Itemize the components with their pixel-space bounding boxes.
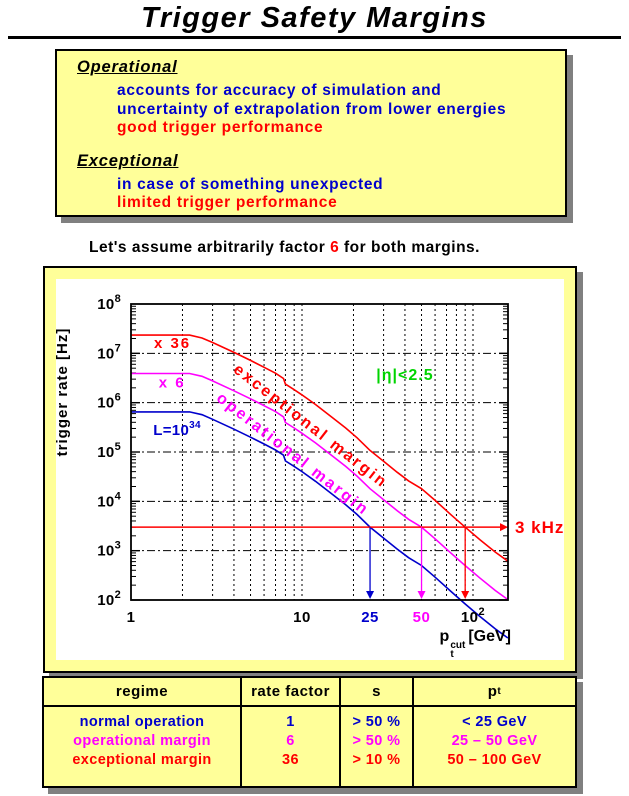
svg-text:104: 104 (97, 490, 121, 510)
x-axis-title-scripts: cut t (450, 640, 466, 660)
info-line: uncertainty of extrapolation from lower … (117, 100, 507, 118)
svg-text:50: 50 (413, 609, 431, 626)
table-header-rate-factor: rate factor (242, 678, 341, 707)
svg-text:107: 107 (97, 342, 121, 362)
x-axis-title-sub: t (450, 649, 454, 660)
assumption-prefix: Let's assume arbitrarily factor (89, 239, 331, 256)
svg-text:108: 108 (97, 293, 121, 313)
trigger-rate-chart: 3 kHz 108 107 106 105 104 103 102 1 10 102 25 50 trig… (56, 293, 564, 639)
exceptional-heading: Exceptional (77, 151, 179, 170)
table-cell: > 10 % (352, 752, 401, 768)
margins-info-box: Operational accounts for accuracy of sim… (55, 49, 567, 217)
title-underline (8, 36, 621, 39)
info-line: good trigger performance (117, 119, 324, 136)
table-cell: > 50 % (352, 714, 401, 730)
table-cell: > 50 % (352, 733, 401, 749)
x-axis-title-unit: [GeV] (468, 628, 511, 645)
x-axis-title-base: p (439, 628, 450, 645)
info-line: in case of something unexpected (117, 175, 384, 193)
table-col-rate-factor: 1 6 36 (242, 707, 341, 786)
table-cell: operational margin (73, 733, 211, 749)
svg-text:106: 106 (97, 392, 121, 412)
svg-text:x 36: x 36 (154, 335, 191, 352)
svg-text:10: 10 (293, 609, 311, 626)
info-line: accounts for accuracy of simulation and (117, 82, 442, 99)
table-cell: 1 (286, 714, 295, 730)
x-axis-title: p cut t [GeV] (439, 628, 511, 660)
assumption-text: Let's assume arbitrarily factor 6 for bo… (89, 239, 480, 257)
table-cell: 36 (282, 752, 299, 768)
assumption-factor: 6 (330, 239, 340, 256)
table-cell: normal operation (79, 714, 205, 730)
svg-text:103: 103 (97, 540, 121, 560)
page-title: Trigger Safety Margins (141, 2, 488, 34)
svg-text:x 6: x 6 (159, 374, 186, 391)
table-header-regime: regime (44, 678, 242, 707)
svg-text:|η|<2.5: |η|<2.5 (376, 367, 433, 384)
svg-text:105: 105 (97, 441, 121, 461)
table-header-s: s (341, 678, 414, 707)
svg-text:3 kHz: 3 kHz (515, 518, 564, 537)
table-cell: 6 (286, 733, 295, 749)
table-col-regime: normal operation operational margin exce… (44, 707, 242, 786)
svg-text:102: 102 (97, 589, 121, 609)
chart-plot-area: 3 kHz 108 107 106 105 104 103 102 1 10 102 25 50 trig… (56, 279, 564, 660)
x-axis-title-sup: cut (450, 640, 466, 651)
assumption-suffix: for both margins. (339, 239, 480, 256)
info-line: limited trigger performance (117, 194, 338, 211)
svg-text:1: 1 (127, 609, 136, 626)
table-cell: 25 – 50 GeV (451, 733, 538, 749)
table-cell: 50 – 100 GeV (447, 752, 542, 768)
svg-text:L=1034: L=1034 (153, 420, 201, 439)
trigger-rate-chart-panel: 3 kHz 108 107 106 105 104 103 102 1 10 102 25 50 trig… (43, 266, 577, 673)
svg-text:25: 25 (361, 609, 379, 626)
table-col-s: > 50 % > 50 % > 10 % (341, 707, 414, 786)
operational-heading: Operational (77, 58, 178, 76)
table-cell: < 25 GeV (462, 714, 527, 730)
table-col-pt: < 25 GeV 25 – 50 GeV 50 – 100 GeV (414, 707, 575, 786)
spacer (77, 138, 565, 152)
table-cell: exceptional margin (72, 752, 212, 768)
svg-text:trigger rate [Hz]: trigger rate [Hz] (56, 328, 71, 457)
svg-text:102: 102 (461, 606, 485, 626)
